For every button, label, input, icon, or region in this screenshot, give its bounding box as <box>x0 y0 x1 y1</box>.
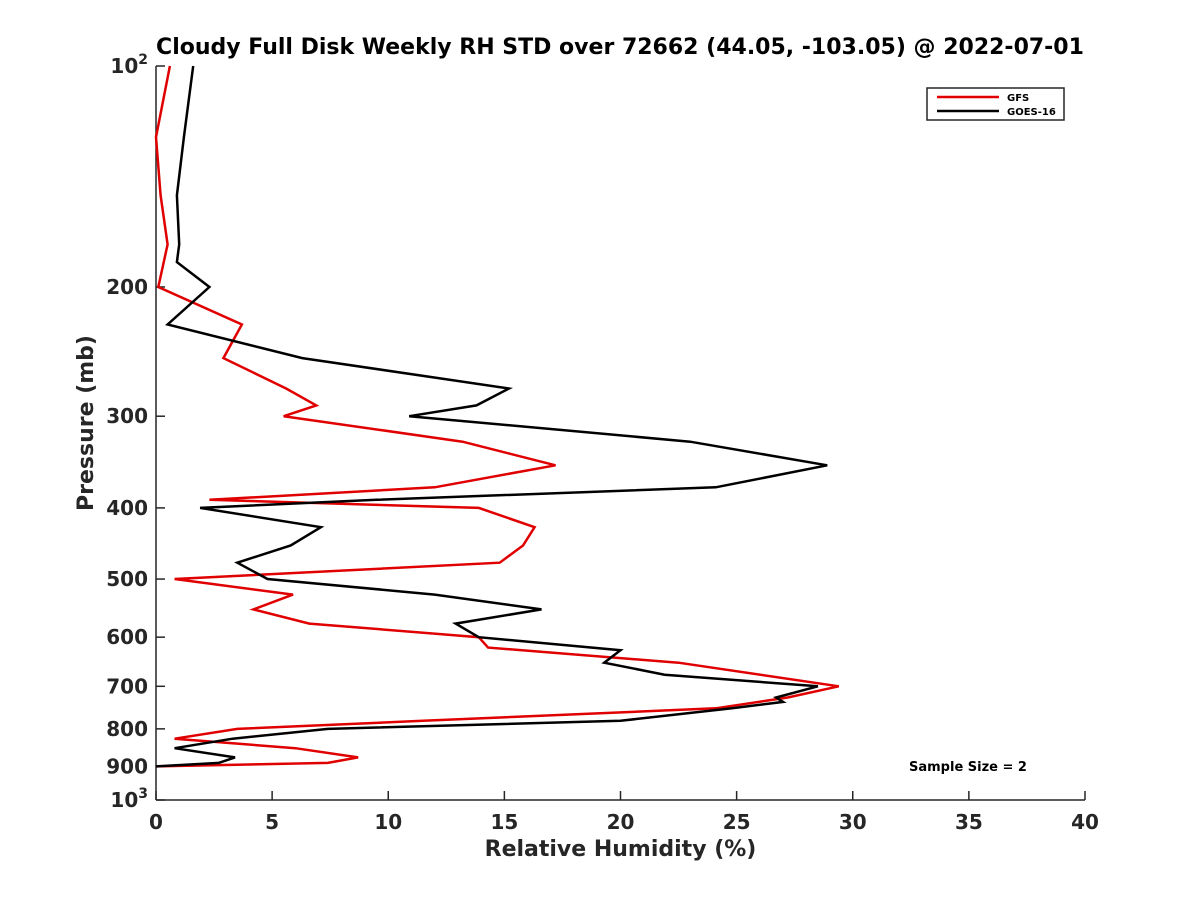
y-tick-label: 200 <box>106 275 148 299</box>
y-tick-label: 102 <box>110 52 148 78</box>
x-tick-label: 0 <box>149 810 163 834</box>
y-tick-exponent: 3 <box>138 786 148 802</box>
y-tick-label: 300 <box>106 404 148 428</box>
series-lines <box>154 65 840 768</box>
y-tick-label: 900 <box>106 754 148 778</box>
y-tick-label: 103 <box>110 786 148 812</box>
legend-box <box>926 87 1065 121</box>
x-tick-label: 20 <box>607 810 635 834</box>
legend-label: GFS <box>1007 93 1029 104</box>
y-tick-base: 10 <box>110 54 138 78</box>
legend: GFS GOES-16 <box>926 87 1065 121</box>
y-tick-label: 500 <box>106 567 148 591</box>
x-axis-ticks: 0 5 10 15 20 25 30 35 40 <box>149 791 1099 834</box>
plot-area: 0 5 10 15 20 25 30 35 40 10220030040050060070080… <box>106 52 1099 834</box>
x-tick-label: 10 <box>374 810 402 834</box>
x-tick-label: 25 <box>723 810 751 834</box>
y-tick-label: 700 <box>106 674 148 698</box>
sample-size-annotation: Sample Size = 2 <box>909 760 1027 775</box>
series-line-gfs <box>154 65 840 768</box>
y-tick-label: 400 <box>106 496 148 520</box>
x-tick-label: 30 <box>839 810 867 834</box>
series-line-goes-16 <box>155 65 828 768</box>
x-tick-label: 15 <box>490 810 518 834</box>
y-tick-label: 800 <box>106 717 148 741</box>
legend-label: GOES-16 <box>1007 107 1056 118</box>
x-axis-label: Relative Humidity (%) <box>485 837 757 862</box>
x-tick-label: 40 <box>1071 810 1099 834</box>
y-tick-label: 600 <box>106 625 148 649</box>
y-axis-label: Pressure (mb) <box>74 335 99 511</box>
chart-title: Cloudy Full Disk Weekly RH STD over 7266… <box>156 35 1084 60</box>
y-tick-base: 10 <box>110 788 138 812</box>
x-tick-label: 5 <box>265 810 279 834</box>
x-tick-label: 35 <box>955 810 983 834</box>
y-tick-exponent: 2 <box>138 52 148 68</box>
